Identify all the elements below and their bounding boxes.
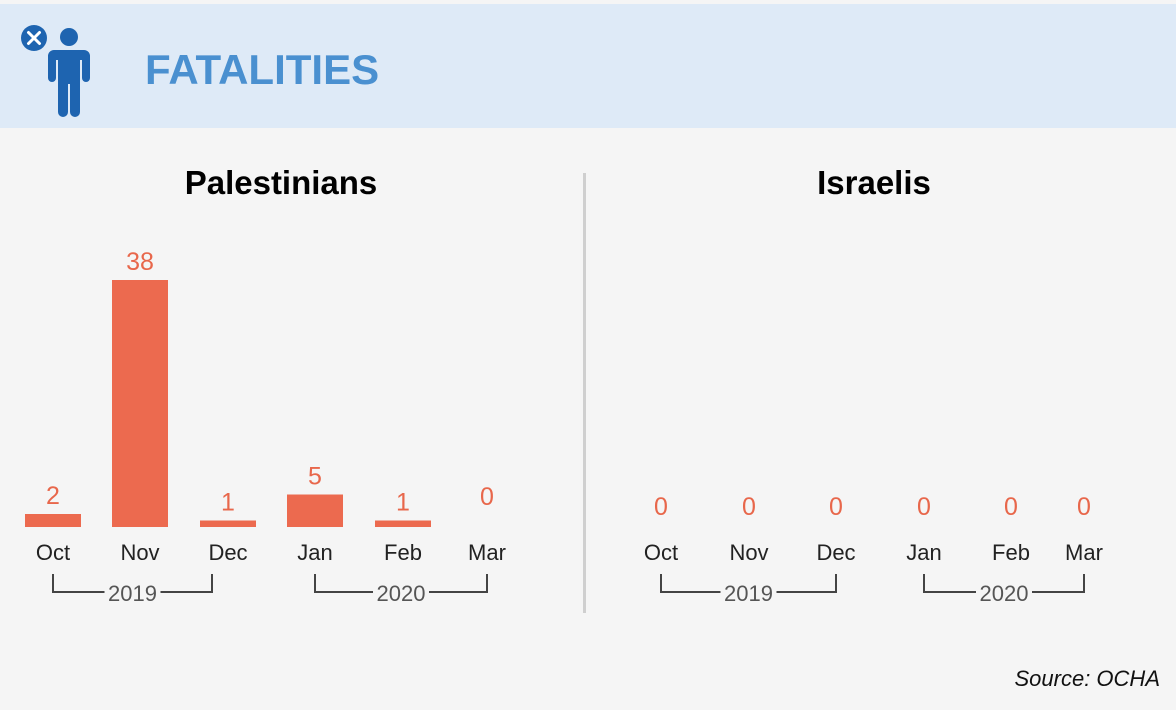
year-bracket <box>923 574 1085 593</box>
year-bracket <box>660 574 837 593</box>
year-label: 2019 <box>108 581 157 606</box>
data-label: 0 <box>1077 493 1091 521</box>
source-note: Source: OCHA <box>1014 666 1161 691</box>
x-tick-label: Nov <box>729 540 768 565</box>
chart-title-palestinians: Palestinians <box>184 164 378 201</box>
bar <box>200 520 256 527</box>
chart-title-israelis: Israelis <box>817 164 931 201</box>
data-label: 0 <box>480 483 494 511</box>
data-label: 0 <box>654 493 668 521</box>
year-bracket <box>52 574 213 593</box>
data-label: 5 <box>308 463 322 491</box>
bar <box>25 514 81 527</box>
data-label: 1 <box>221 489 235 517</box>
x-tick-label: Feb <box>384 540 422 565</box>
data-label: 0 <box>917 493 931 521</box>
data-label: 38 <box>126 248 154 276</box>
person-close-icon <box>18 24 102 120</box>
x-tick-label: Oct <box>644 540 678 565</box>
page-title: FATALITIES <box>145 46 380 93</box>
data-label: 0 <box>742 493 756 521</box>
x-tick-label: Jan <box>906 540 941 565</box>
year-label: 2020 <box>980 581 1029 606</box>
x-tick-label: Dec <box>208 540 247 565</box>
x-tick-label: Jan <box>297 540 332 565</box>
data-label: 2 <box>46 482 60 510</box>
data-label: 1 <box>396 489 410 517</box>
bar <box>112 280 168 527</box>
year-bracket <box>314 574 488 593</box>
data-label: 0 <box>1004 493 1018 521</box>
x-tick-label: Nov <box>120 540 159 565</box>
x-tick-label: Oct <box>36 540 70 565</box>
x-tick-label: Mar <box>1065 540 1103 565</box>
x-tick-label: Feb <box>992 540 1030 565</box>
year-label: 2020 <box>377 581 426 606</box>
chart-divider <box>583 173 586 613</box>
data-label: 0 <box>829 493 843 521</box>
header-banner: FATALITIES <box>0 4 1176 128</box>
bar <box>287 494 343 527</box>
x-tick-label: Mar <box>468 540 506 565</box>
x-tick-label: Dec <box>816 540 855 565</box>
year-label: 2019 <box>724 581 773 606</box>
bar <box>375 520 431 527</box>
